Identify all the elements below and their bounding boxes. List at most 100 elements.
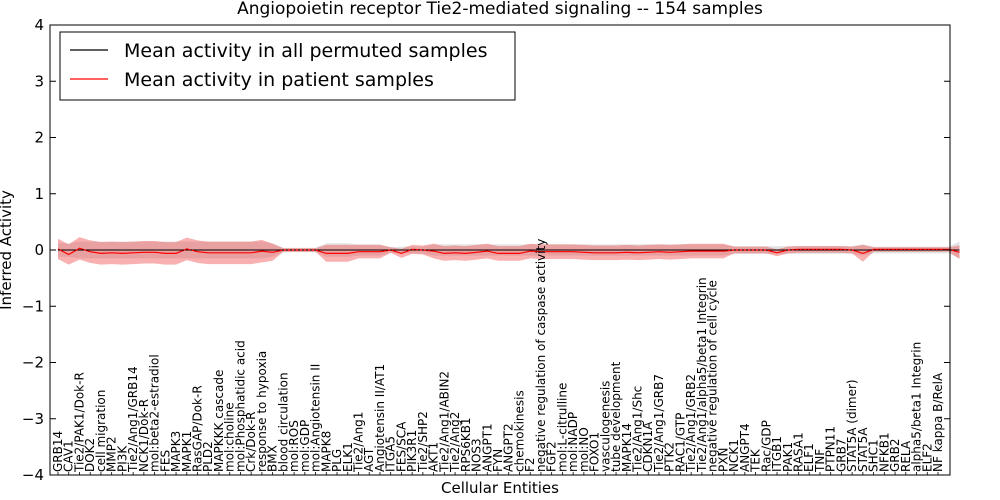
- x-tick-label: GRB2: [888, 438, 902, 472]
- x-tick-label: mol:GDP: [298, 420, 312, 472]
- y-tick-label: 4: [34, 16, 44, 34]
- x-tick-label: mol:Angiotensin II: [309, 364, 323, 472]
- x-tick-label: mol:NADP: [566, 412, 580, 472]
- x-tick-label: Tie2/Ang1: [352, 412, 366, 473]
- x-tick-label: chemokinesis: [513, 390, 527, 472]
- x-tick-label: PXN: [716, 448, 730, 472]
- y-tick-label: 1: [34, 185, 44, 203]
- x-tick-label: MAPK1: [180, 431, 194, 472]
- x-tick-label: PIK3R1: [405, 430, 419, 472]
- x-tick-label: MAPK3: [169, 431, 183, 472]
- x-tick-label: CDKN1A: [641, 421, 655, 472]
- x-tick-label: F2: [523, 457, 537, 472]
- x-tick-label: Tie2/SHP2: [416, 411, 430, 473]
- x-tick-label: STAT5A (dimer): [845, 379, 859, 472]
- x-tick-label: RASA1: [792, 432, 806, 472]
- x-tick-label: FGF2: [545, 441, 559, 472]
- x-tick-label: Tie2/Ang1/alpha5/beta1 Integrin: [695, 277, 709, 473]
- x-tick-label: Tie2/Ang1/ABIN2: [437, 371, 451, 473]
- y-tick-label: −1: [22, 297, 44, 315]
- x-tick-label: Tie2/PAK1/Dok-R: [73, 372, 87, 473]
- x-tick-label: Rac/GDP: [759, 420, 773, 472]
- x-tick-label: tube development: [609, 361, 623, 472]
- x-tick-label: PLD2: [201, 441, 215, 472]
- x-tick-label: MMP2: [105, 436, 119, 472]
- x-tick-label: RPS6KB1: [459, 417, 473, 472]
- x-tick-label: FOXO1: [588, 432, 602, 472]
- x-tick-label: Tie2/Ang1/GRB7: [652, 374, 666, 473]
- x-tick-label: Tie2/Ang1/Shc: [631, 386, 645, 473]
- x-tick-label: MAPK8: [319, 431, 333, 472]
- x-tick-label: NFKB1: [877, 432, 891, 472]
- legend-box: [59, 31, 516, 101]
- x-tick-label: NCK1: [727, 439, 741, 472]
- x-tick-label: ANGPT4: [738, 423, 752, 472]
- y-tick-label: −2: [22, 354, 44, 372]
- x-axis-label: Cellular Entities: [441, 479, 559, 497]
- x-tick-label: RasGAP/Dok-R: [191, 385, 205, 472]
- legend: Mean activity in all permuted samples Me…: [59, 31, 516, 101]
- y-tick-label: 2: [34, 129, 44, 147]
- x-tick-label: cell migration: [94, 390, 108, 472]
- x-tick-label: negative regulation of caspase activity: [534, 239, 548, 472]
- x-tick-label: blood circulation: [276, 372, 290, 472]
- x-tick-label: PTK2: [663, 442, 677, 472]
- x-tick-label: NCK1/Dok-R: [137, 399, 151, 472]
- x-tick-label: vasculogenesis: [598, 381, 612, 472]
- x-tick-label: SHC1: [867, 439, 881, 472]
- x-tick-label: RELA: [899, 440, 913, 472]
- x-tick-label: FES: [158, 450, 172, 472]
- x-tick-label: CAV1: [62, 440, 76, 472]
- x-tick-label: NF kappa B/RelA: [931, 372, 945, 472]
- x-tick-label: response to hypoxia: [255, 351, 269, 472]
- x-tick-label: mol:Phosphatidic acid: [233, 340, 247, 472]
- x-tick-label: RAC1/GTP: [673, 413, 687, 472]
- x-tick-label: TNF: [813, 449, 827, 473]
- x-tick-label: negative regulation of cell cycle: [706, 280, 720, 472]
- y-tick-label: −4: [22, 466, 44, 484]
- x-tick-label: Tie2/Ang1/GRB14: [126, 366, 140, 473]
- x-tick-label: MAPK14: [620, 423, 634, 472]
- chart-title: Angiopoietin receptor Tie2-mediated sign…: [237, 0, 763, 19]
- x-tick-label: PLG: [330, 449, 344, 472]
- x-tick-label: MAPKKK cascade: [212, 370, 226, 472]
- x-tick-label: TEK: [749, 448, 763, 473]
- x-tick-label: DOK2: [83, 438, 97, 472]
- x-tick-label: GRB7: [834, 438, 848, 472]
- y-tick-label: 3: [34, 72, 44, 90]
- x-tick-label: ELF1: [802, 443, 816, 472]
- series-lines: [57, 247, 960, 256]
- x-tick-label: ANGPT1: [480, 423, 494, 472]
- x-tick-label: FYN: [491, 449, 505, 472]
- legend-label-patient: Mean activity in patient samples: [124, 69, 434, 91]
- x-tick-label: AGT: [362, 447, 376, 472]
- x-tick-label: Tie2/Ang1/GRB2: [684, 374, 698, 473]
- x-tick-label: FES/SCA: [394, 421, 408, 472]
- x-tick-label: alpha5/beta1 Integrin: [910, 342, 924, 472]
- x-tick-label: BMX: [266, 445, 280, 472]
- legend-label-permuted: Mean activity in all permuted samples: [124, 40, 487, 62]
- x-tick-label: NOS3: [470, 438, 484, 472]
- x-tick-label: mol:ROS: [287, 420, 301, 472]
- x-tick-label: PI3K: [115, 445, 129, 472]
- x-tick-label: mol:L-citrulline: [555, 383, 569, 472]
- x-tick-label: ITGA5: [384, 436, 398, 472]
- x-tick-label: Angiotensin II/AT1: [373, 364, 387, 472]
- x-tick-label: ELK1: [341, 442, 355, 472]
- x-tick-label: AKT1: [427, 442, 441, 472]
- x-tick-label: PTPN11: [824, 426, 838, 472]
- patient-line: [57, 247, 960, 256]
- x-tick-label: mol:NO: [577, 427, 591, 472]
- y-tick-label: −3: [22, 410, 44, 428]
- x-tick-label: ANGPT2: [502, 423, 516, 472]
- x-tick-label: ITGB1: [770, 436, 784, 472]
- x-tick-label: STAT5A: [856, 427, 870, 472]
- x-tick-label: PAK1: [781, 442, 795, 472]
- y-axis-label: Inferred Activity: [0, 190, 15, 310]
- x-tick-label: Tie2/Ang2: [448, 412, 462, 473]
- y-tick-label: 0: [34, 241, 44, 259]
- patient-band: [58, 237, 960, 265]
- x-tick-label: mol:beta2-estradiol: [148, 354, 162, 472]
- x-tick-label: Crk/Dok-R: [244, 411, 258, 472]
